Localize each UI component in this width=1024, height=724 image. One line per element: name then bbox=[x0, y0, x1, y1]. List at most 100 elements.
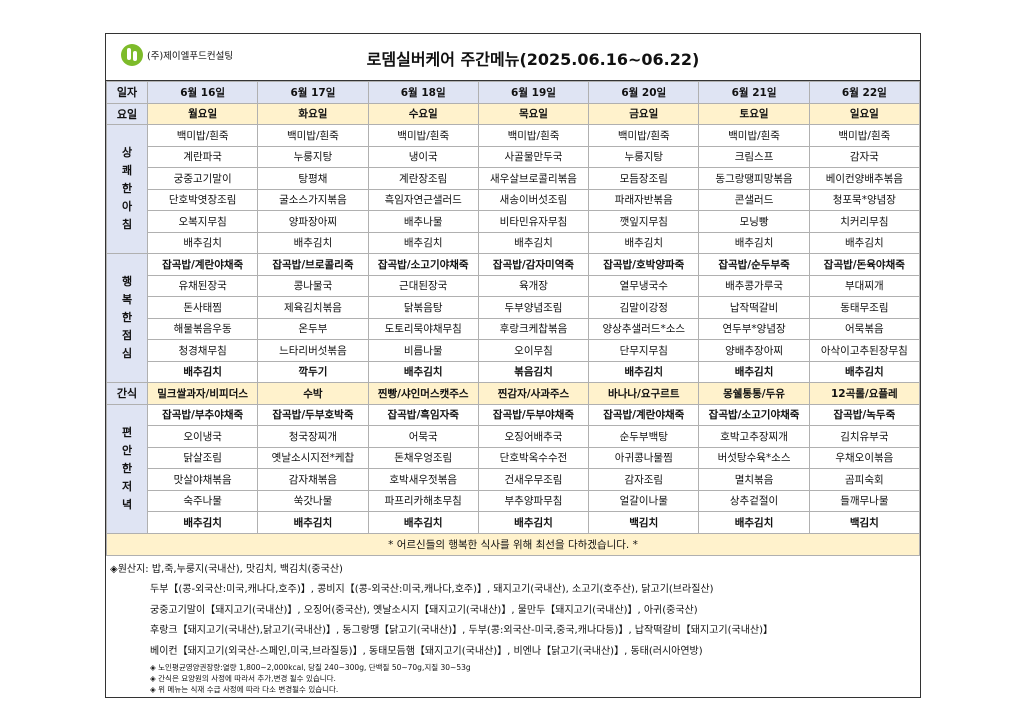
dinner-item: 멸치볶음 bbox=[698, 468, 810, 491]
dinner-item: 오징어배추국 bbox=[477, 425, 590, 448]
lunch-item: 열무냉국수 bbox=[588, 274, 700, 297]
breakfast-item: 감자국 bbox=[808, 145, 921, 168]
breakfast-item: 모듬장조림 bbox=[588, 167, 700, 190]
lunch-item: 단무지무침 bbox=[588, 339, 700, 362]
notice-row: * 어르신들의 행복한 식사를 위해 최선을 다하겠습니다. * bbox=[106, 532, 920, 556]
dinner-item: 들깨무나물 bbox=[808, 489, 921, 512]
weekday-row: 요일 월요일 화요일 수요일 목요일 금요일 토요일 일요일 bbox=[106, 102, 921, 125]
breakfast-item: 누룽지탕 bbox=[257, 145, 369, 168]
date-cell: 6월 20일 bbox=[588, 81, 700, 104]
dinner-item: 돈채우엉조림 bbox=[367, 446, 479, 469]
dinner-row: 배추김치 배추김치 배추김치 배추김치 백김치 배추김치 백김치 bbox=[107, 511, 921, 534]
lunch-item: 잡곡밥/감자미역죽 bbox=[477, 253, 590, 276]
lunch-item: 배추김치 bbox=[146, 360, 259, 383]
breakfast-row: 오복지무침 양파장아찌 배추나물 비타민유자무침 깻잎지무침 모닝빵 치커리무침 bbox=[107, 210, 921, 233]
snack-item: 찐빵/샤인머스캣주스 bbox=[367, 382, 479, 405]
breakfast-item: 흑임자연근샐러드 bbox=[367, 188, 479, 211]
dinner-item: 잡곡밥/소고기야채죽 bbox=[698, 403, 810, 426]
lunch-row: 배추김치 깍두기 배추김치 볶음김치 배추김치 배추김치 배추김치 bbox=[107, 360, 921, 383]
breakfast-item: 백미밥/흰죽 bbox=[146, 124, 259, 147]
lunch-item: 부대찌개 bbox=[808, 274, 921, 297]
snack-item: 몽쉘통통/두유 bbox=[698, 382, 810, 405]
dinner-item: 청국장찌개 bbox=[257, 425, 369, 448]
lunch-item: 김말이강정 bbox=[588, 296, 700, 319]
breakfast-item: 사골물만두국 bbox=[477, 145, 590, 168]
breakfast-item: 베이컨양배추볶음 bbox=[808, 167, 921, 190]
date-cell: 6월 18일 bbox=[367, 81, 479, 104]
section-char: 한 bbox=[121, 461, 133, 475]
lunch-row: 돈사태찜 제육김치볶음 닭볶음탕 두부양념조림 김말이강정 납작떡갈비 동태무조림 bbox=[107, 296, 921, 319]
snack-item: 찐감자/사과주스 bbox=[477, 382, 590, 405]
lunch-item: 깍두기 bbox=[257, 360, 369, 383]
dinner-item: 잡곡밥/계란야채죽 bbox=[588, 403, 700, 426]
dinner-item: 닭살조림 bbox=[146, 446, 259, 469]
breakfast-item: 굴소스가지볶음 bbox=[257, 188, 369, 211]
dinner-item: 잡곡밥/두부야채죽 bbox=[477, 403, 590, 426]
breakfast-item: 배추김치 bbox=[588, 231, 700, 254]
dinner-item: 배추김치 bbox=[367, 511, 479, 534]
dinner-item: 배추김치 bbox=[146, 511, 259, 534]
dinner-item: 잡곡밥/녹두죽 bbox=[808, 403, 921, 426]
dinner-item: 김치유부국 bbox=[808, 425, 921, 448]
logo-icon bbox=[121, 44, 143, 66]
date-row: 일자 6월 16일 6월 17일 6월 18일 6월 19일 6월 20일 6월 21일 6월… bbox=[106, 81, 921, 104]
dinner-item: 배추김치 bbox=[698, 511, 810, 534]
section-char: 점 bbox=[121, 329, 133, 342]
breakfast-item: 콘샐러드 bbox=[698, 188, 810, 211]
breakfast-row: 궁중고기말이 탕평채 계란장조림 새우살브로콜리볶음 모듬장조림 동그랑땡피망볶음 베이컨양… bbox=[107, 167, 921, 190]
lunch-item: 해물볶음우동 bbox=[146, 317, 259, 340]
section-char: 편 bbox=[121, 425, 133, 439]
dinner-item: 오이냉국 bbox=[146, 425, 259, 448]
section-char: 아 bbox=[121, 200, 133, 213]
breakfast-row: 계란파국 누룽지탕 냉이국 사골물만두국 누룽지탕 크림스프 감자국 bbox=[107, 145, 921, 168]
breakfast-item: 새우살브로콜리볶음 bbox=[477, 167, 590, 190]
section-char: 녁 bbox=[121, 497, 133, 511]
dinner-item: 배추김치 bbox=[477, 511, 590, 534]
origin-line: 베이컨【돼지고기(외국산-스페인,미국,브라질등)】, 동태모듬햄【돼지고기(국… bbox=[150, 645, 703, 657]
section-char: 침 bbox=[121, 218, 133, 231]
dinner-row: 닭살조림 옛날소시지전*케찹 돈채우엉조림 단호박옥수수전 아귀콩나물찜 버섯탕수육*소스… bbox=[107, 446, 921, 469]
snack-row: 간식 밀크쌀과자/비피더스 수박 찐빵/샤인머스캣주스 찐감자/사과주스 바나나/요구르트… bbox=[106, 382, 921, 405]
dinner-item: 잡곡밥/흑임자죽 bbox=[367, 403, 479, 426]
lunch-item: 양배추장아찌 bbox=[698, 339, 810, 362]
breakfast-item: 탕평채 bbox=[257, 167, 369, 190]
header: (주)제이엘푸드컨설팅 로뎀실버케어 주간메뉴(2025.06.16~06.22… bbox=[106, 34, 920, 81]
date-cell: 6월 19일 bbox=[477, 81, 590, 104]
company-name: (주)제이엘푸드컨설팅 bbox=[147, 51, 234, 62]
section-char: 한 bbox=[121, 311, 133, 324]
breakfast-item: 깻잎지무침 bbox=[588, 210, 700, 233]
breakfast-item: 오복지무침 bbox=[146, 210, 259, 233]
origin-info: ◈원산지: 밥,죽,누룽지(국내산), 맛김치, 백김치(중국산) 두부【(콩-외… bbox=[106, 556, 920, 698]
lunch-row: 청경채무침 느타리버섯볶음 비름나물 오이무침 단무지무침 양배추장아찌 아삭이고추된장무침 bbox=[107, 339, 921, 362]
weekday-cell: 토요일 bbox=[698, 102, 810, 125]
lunch-item: 콩나물국 bbox=[257, 274, 369, 297]
breakfast-item: 새송이버섯조림 bbox=[477, 188, 590, 211]
breakfast-item: 배추나물 bbox=[367, 210, 479, 233]
dinner-row: 숙주나물 쑥갓나물 파프리카해초무침 부추양파무침 얼갈이나물 상추겉절이 들깨무나물 bbox=[107, 489, 921, 512]
snack-item: 밀크쌀과자/비피더스 bbox=[146, 382, 259, 405]
breakfast-item: 배추김치 bbox=[146, 231, 259, 254]
dinner-item: 맛살야채볶음 bbox=[146, 468, 259, 491]
dinner-item: 아귀콩나물찜 bbox=[588, 446, 700, 469]
dinner-item: 어묵국 bbox=[367, 425, 479, 448]
dinner-item: 파프리카해초무침 bbox=[367, 489, 479, 512]
lunch-item: 느타리버섯볶음 bbox=[257, 339, 369, 362]
date-cell: 6월 22일 bbox=[808, 81, 921, 104]
breakfast-item: 백미밥/흰죽 bbox=[257, 124, 369, 147]
weekday-cell: 금요일 bbox=[588, 102, 700, 125]
lunch-item: 오이무침 bbox=[477, 339, 590, 362]
section-char: 안 bbox=[121, 443, 133, 457]
dinner-item: 잡곡밥/부추야채죽 bbox=[146, 403, 259, 426]
weekday-cell: 목요일 bbox=[477, 102, 590, 125]
lunch-item: 납작떡갈비 bbox=[698, 296, 810, 319]
breakfast-item: 배추김치 bbox=[698, 231, 810, 254]
dinner-item: 백김치 bbox=[808, 511, 921, 534]
lunch-item: 청경채무침 bbox=[146, 339, 259, 362]
breakfast-row: 상 쾌 한 아 침 백미밥/흰죽 백미밥/흰죽 백미밥/흰죽 백미밥/흰죽 백미밥/흰죽 백미밥/흰… bbox=[106, 124, 921, 254]
lunch-item: 잡곡밥/브로콜리죽 bbox=[257, 253, 369, 276]
breakfast-item: 궁중고기말이 bbox=[146, 167, 259, 190]
date-cell: 6월 17일 bbox=[257, 81, 369, 104]
date-cell: 6월 16일 bbox=[146, 81, 259, 104]
